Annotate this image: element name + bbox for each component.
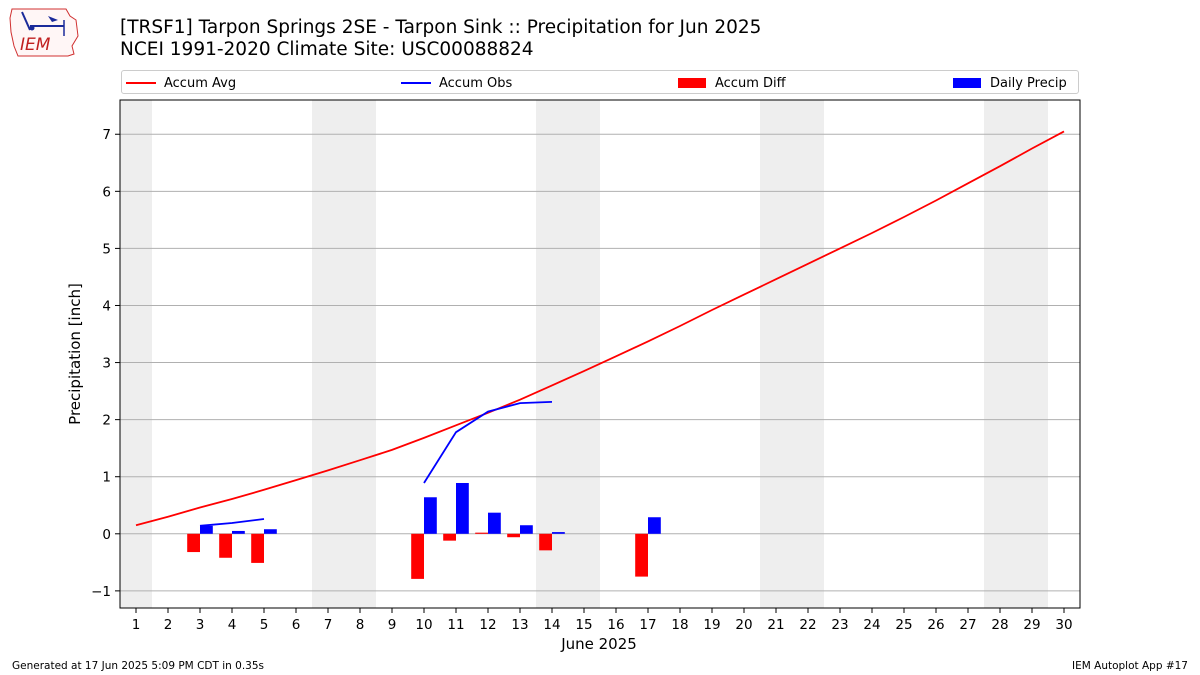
x-tick-label: 3: [196, 617, 205, 633]
x-tick-label: 22: [799, 617, 816, 633]
x-tick-label: 7: [324, 617, 333, 633]
x-tick-label: 16: [607, 617, 624, 633]
x-tick-label: 2: [164, 617, 173, 633]
x-tick-label: 20: [735, 617, 752, 633]
gridlines: [120, 133, 1080, 592]
accum-diff-bar: [411, 533, 424, 579]
y-axis-label: Precipitation [inch]: [66, 283, 84, 425]
x-tick-label: 26: [927, 617, 944, 633]
daily-precip-bar: [232, 530, 245, 534]
legend-item-accum-obs: Accum Obs: [401, 74, 512, 92]
x-tick-label: 14: [543, 617, 560, 633]
x-axis-ticks: 1 2 3 4 5 6 7 8 9 10 11 12 13 14 15 16 17 18 19 20 21 22 23 24 2…: [132, 608, 1073, 633]
plot-frame: [119, 99, 1081, 609]
x-tick-label: 30: [1055, 617, 1072, 633]
title-line-1: [TRSF1] Tarpon Springs 2SE - Tarpon Sink…: [120, 17, 762, 38]
x-tick-label: 8: [356, 617, 365, 633]
weekend-band: [312, 100, 376, 608]
legend-swatch-blue-box: [953, 78, 981, 88]
x-tick-label: 25: [895, 617, 912, 633]
accum-avg-line: [135, 130, 1065, 527]
accum-diff-bar: [539, 533, 552, 551]
accum-diff-bar: [219, 533, 232, 558]
daily-precip-bar: [648, 517, 661, 534]
x-tick-label: 27: [959, 617, 976, 633]
weekend-band: [760, 100, 824, 608]
daily-precip-bar: [424, 497, 437, 534]
accum-diff-bar: [187, 533, 200, 553]
logo-text: IEM: [20, 35, 51, 55]
x-tick-label: 13: [511, 617, 528, 633]
weekend-shading: [120, 100, 1048, 608]
legend-swatch-blue-line: [401, 82, 431, 84]
legend-swatch-red-box: [678, 78, 706, 88]
generated-timestamp: Generated at 17 Jun 2025 5:09 PM CDT in …: [12, 660, 265, 672]
x-tick-label: 17: [639, 617, 656, 633]
legend-label: Accum Avg: [164, 75, 237, 91]
bars: [187, 482, 661, 579]
legend-item-accum-avg: Accum Avg: [126, 74, 236, 92]
daily-precip-bar: [200, 525, 213, 534]
daily-precip-bar: [552, 532, 565, 534]
daily-precip-bar: [456, 482, 469, 534]
x-tick-label: 5: [260, 617, 269, 633]
chart-legend: Accum Avg Accum Obs Accum Diff Daily Pre…: [121, 70, 1079, 94]
legend-item-accum-diff: Accum Diff: [678, 74, 786, 92]
x-tick-label: 6: [292, 617, 301, 633]
x-tick-label: 28: [991, 617, 1008, 633]
x-tick-label: 18: [671, 617, 688, 633]
x-tick-label: 19: [703, 617, 720, 633]
legend-label: Accum Obs: [439, 75, 513, 91]
x-tick-label: 11: [447, 617, 464, 633]
accum-diff-bar: [507, 533, 520, 538]
x-axis-label: June 2025: [560, 635, 637, 653]
legend-swatch-red-line: [126, 82, 156, 84]
y-tick-label: 3: [102, 356, 111, 372]
x-tick-label: 23: [831, 617, 848, 633]
y-tick-label: 4: [102, 298, 111, 314]
x-tick-label: 4: [228, 617, 237, 633]
accum-diff-bar: [443, 533, 456, 541]
legend-label: Daily Precip: [990, 75, 1067, 91]
accum-diff-bar: [251, 533, 264, 563]
chart-title: [TRSF1] Tarpon Springs 2SE - Tarpon Sink…: [120, 17, 761, 61]
iem-logo: IEM: [8, 6, 80, 58]
x-tick-label: 24: [863, 617, 880, 633]
legend-item-daily-precip: Daily Precip: [953, 74, 1067, 92]
accum-obs-line: [423, 401, 553, 484]
legend-label: Accum Diff: [715, 75, 786, 91]
y-tick-label: 1: [102, 470, 111, 486]
weekend-band: [984, 100, 1048, 608]
y-axis-ticks: −1 0 1 2 3 4 5 6 7: [91, 127, 120, 600]
lines: [135, 130, 1065, 527]
y-tick-label: 5: [102, 241, 111, 257]
y-tick-label: 2: [102, 413, 111, 429]
y-tick-label: 6: [102, 184, 111, 200]
x-tick-label: 21: [767, 617, 784, 633]
daily-precip-bar: [264, 529, 277, 534]
x-tick-label: 15: [575, 617, 592, 633]
x-tick-label: 9: [388, 617, 397, 633]
y-tick-label: 7: [102, 127, 111, 143]
x-tick-label: 10: [415, 617, 432, 633]
weekend-band: [120, 100, 152, 608]
accum-diff-bar: [475, 532, 488, 534]
accum-obs-line: [199, 518, 265, 527]
daily-precip-bar: [520, 525, 533, 534]
title-line-2: NCEI 1991-2020 Climate Site: USC00088824: [120, 39, 534, 60]
app-id: IEM Autoplot App #17: [1072, 660, 1188, 672]
y-tick-label: −1: [91, 584, 111, 600]
y-tick-label: 0: [102, 527, 111, 543]
x-tick-label: 1: [132, 617, 141, 633]
weekend-band: [536, 100, 600, 608]
x-tick-label: 12: [479, 617, 496, 633]
daily-precip-bar: [488, 512, 501, 534]
x-tick-label: 29: [1023, 617, 1040, 633]
accum-diff-bar: [635, 533, 648, 577]
